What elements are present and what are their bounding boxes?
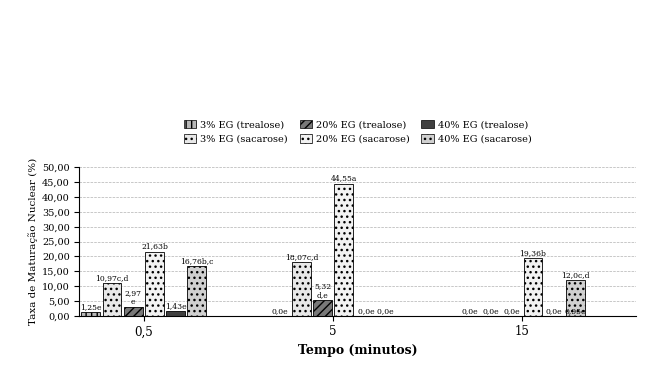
Text: 18,07c,d: 18,07c,d [284,253,318,261]
Text: 2,97
e: 2,97 e [125,289,142,306]
Bar [566,280,585,316]
Text: 0,0e: 0,0e [272,307,288,315]
Text: 10,97c,d: 10,97c,d [95,274,129,282]
Bar [145,251,164,316]
Text: 0,0e: 0,0e [503,307,520,315]
Bar [523,258,542,316]
Text: 21,63b: 21,63b [141,243,168,251]
Text: 16,76b,c: 16,76b,c [180,257,214,265]
Y-axis label: Taxa de Maturação Nuclear (%): Taxa de Maturação Nuclear (%) [28,158,38,325]
Text: 0,0e: 0,0e [461,307,478,315]
Bar [166,311,185,316]
Text: 0,0e 0,0e: 0,0e 0,0e [357,307,393,315]
Text: 1,25e: 1,25e [80,303,102,311]
Text: 44,55a: 44,55a [331,174,357,183]
Bar [292,262,311,316]
Text: 12,0c,d: 12,0c,d [561,271,590,279]
Legend: 3% EG (trealose), 3% EG (sacarose), 20% EG (trealose), 20% EG (sacarose), 40% EG: 3% EG (trealose), 3% EG (sacarose), 20% … [180,116,536,148]
Bar [103,283,121,316]
Bar [81,312,100,316]
Text: 0,95e: 0,95e [564,307,586,315]
Bar [335,183,353,316]
X-axis label: Tempo (minutos): Tempo (minutos) [298,344,417,357]
Text: 19,36b: 19,36b [519,249,546,257]
Text: 5,32
d,e: 5,32 d,e [314,282,331,299]
Text: 0,0e: 0,0e [482,307,499,315]
Bar [187,266,206,316]
Bar [313,300,332,316]
Bar [124,307,143,316]
Text: 1,43e: 1,43e [165,302,186,311]
Text: 0,0e: 0,0e [546,307,562,315]
